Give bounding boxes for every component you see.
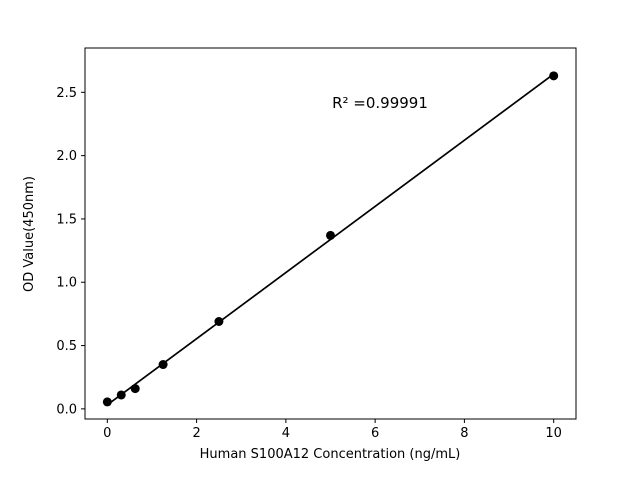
y-tick-label: 0.0 <box>56 402 77 417</box>
x-tick-label: 4 <box>282 426 290 441</box>
data-point <box>158 360 168 370</box>
y-tick-label: 0.5 <box>56 339 77 354</box>
y-axis-label: OD Value(450nm) <box>22 176 37 292</box>
y-tick-label: 2.5 <box>56 86 77 101</box>
data-point <box>130 384 140 394</box>
data-point <box>214 317 224 327</box>
x-tick-label: 6 <box>371 426 379 441</box>
data-point <box>549 71 559 81</box>
plot-layer: 0 2 4 6 8 10 0.0 0.5 1.0 1.5 2.0 2.5 <box>56 47 577 441</box>
y-tick-label: 2.0 <box>56 149 77 164</box>
x-tick-label: 2 <box>192 426 200 441</box>
data-point <box>326 230 335 240</box>
data-point <box>116 390 126 400</box>
data-point <box>102 397 112 407</box>
x-tick-label: 8 <box>460 426 468 441</box>
plot-frame <box>84 47 577 420</box>
r-squared-annotation: R² =0.99991 <box>332 94 428 112</box>
x-tick-label: 0 <box>103 426 111 441</box>
y-tick-label: 1.0 <box>56 276 77 291</box>
y-tick-label: 1.5 <box>56 212 77 227</box>
x-tick-label: 10 <box>545 426 562 441</box>
x-axis-label: Human S100A12 Concentration (ng/mL) <box>200 447 461 462</box>
